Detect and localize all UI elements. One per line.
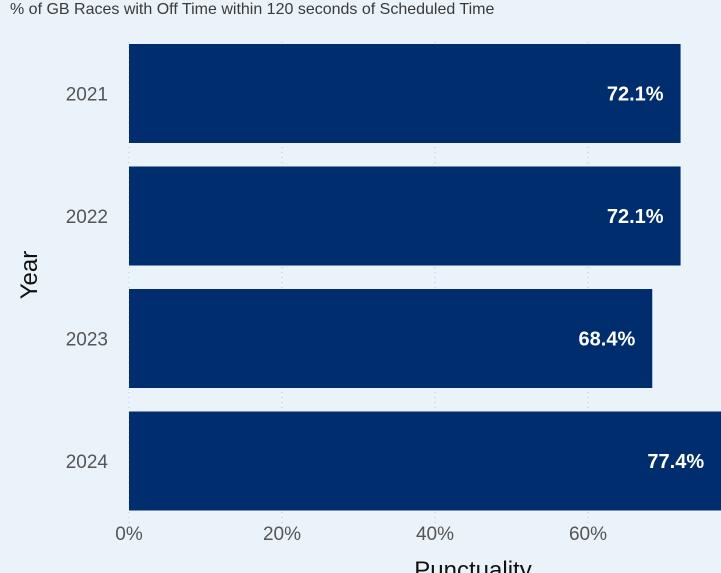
bar-2023 (129, 289, 653, 388)
bar-2024 (129, 411, 721, 511)
x-tick-labels: 0%20%40%60%80% (115, 524, 607, 545)
bar-2022 (129, 166, 681, 266)
data-label-2021: 72.1% (607, 84, 664, 106)
chart-subtitle: % of GB Races with Off Time within 120 s… (10, 1, 495, 18)
y-tick-label-2024: 2024 (66, 452, 109, 473)
x-tick-label-1: 20% (263, 524, 301, 545)
x-tick-label-0: 0% (115, 524, 143, 545)
y-axis-title: Year (16, 251, 43, 300)
bars (129, 44, 721, 511)
y-tick-label-2022: 2022 (66, 207, 108, 228)
data-label-2023: 68.4% (579, 329, 636, 351)
x-axis-title: Punctuality (414, 557, 531, 573)
bar-2021 (129, 44, 681, 143)
gridlines (128, 42, 589, 532)
y-tick-label-2021: 2021 (66, 85, 108, 106)
data-labels: 72.1% 72.1% 68.4% 77.4% (579, 84, 705, 474)
data-label-2022: 72.1% (607, 206, 664, 228)
x-tick-label-3: 60% (569, 524, 607, 545)
x-tick-label-2: 40% (416, 524, 454, 545)
data-label-2024: 77.4% (647, 451, 704, 473)
y-tick-label-2023: 2023 (66, 330, 108, 351)
y-tick-labels: 2021 2022 2023 2024 (66, 85, 109, 474)
